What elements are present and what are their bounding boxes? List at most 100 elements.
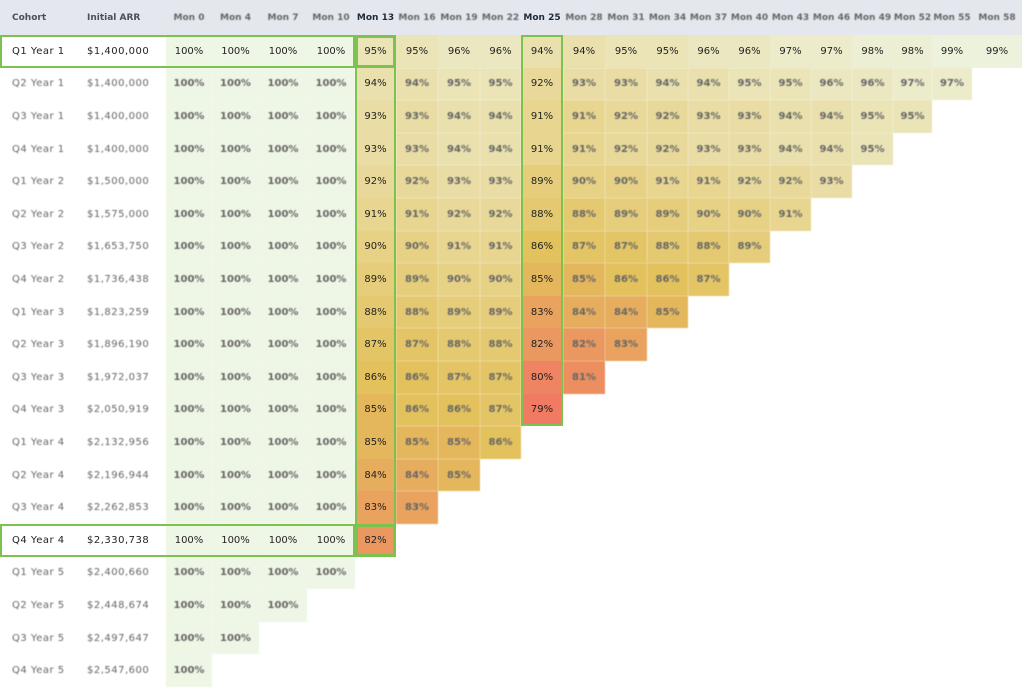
heatmap-cell: 86% [521,230,563,264]
initial-arr-value: $2,497,647 [87,632,150,644]
heatmap-cell: 97% [770,35,811,68]
heatmap-cell: 94% [438,132,480,166]
heatmap-cell: 92% [647,132,688,166]
heatmap-cell: 94% [811,100,852,133]
initial-arr-value: $1,972,037 [87,371,150,383]
heatmap-cell: 100% [259,491,307,524]
heatmap-cell: 91% [521,132,563,166]
cohort-label: Q4 Year 5 [12,665,65,677]
heatmap-cell: 100% [166,165,212,198]
heatmap-cell: 94% [688,67,729,101]
heatmap-cell: 85% [438,458,480,492]
heatmap-cell: 91% [563,132,605,166]
initial-arr-value: $1,896,190 [87,339,150,351]
heatmap-cell: 100% [307,198,355,231]
heatmap-cell: 100% [259,100,307,133]
heatmap-cell: 91% [521,100,563,133]
heatmap-cell: 84% [605,295,647,329]
heatmap-cell: 100% [259,263,307,296]
heatmap-cell: 93% [688,100,729,133]
heatmap-cell: 98% [852,35,893,68]
heatmap-cell: 94% [480,100,521,133]
heatmap-cell: 95% [729,67,770,101]
heatmap-cell: 96% [438,35,480,68]
heatmap-cell: 94% [480,132,521,166]
heatmap-cell: 100% [212,132,259,166]
heatmap-cell: 100% [212,524,259,557]
heatmap-cell: 95% [438,67,480,101]
heatmap-cell: 89% [729,230,770,264]
heatmap-cell: 100% [212,263,259,296]
heatmap-cell: 100% [307,491,355,524]
header-cohort: Cohort [12,12,47,23]
heatmap-cell: 100% [259,524,307,557]
heatmap-cell: 85% [563,263,605,296]
heatmap-cell: 100% [166,393,212,427]
heatmap-cell: 82% [355,524,396,557]
heatmap-cell: 92% [521,67,563,101]
heatmap-cell: 100% [212,393,259,427]
heatmap-cell: 87% [438,361,480,394]
heatmap-cell: 95% [355,35,396,68]
heatmap-cell: 90% [729,198,770,231]
heatmap-cell: 100% [307,100,355,133]
heatmap-cell: 94% [811,132,852,166]
heatmap-cell: 100% [307,230,355,264]
heatmap-cell: 100% [166,35,212,68]
heatmap-cell: 93% [811,165,852,198]
heatmap-cell: 100% [212,198,259,231]
heatmap-cell: 100% [307,524,355,557]
heatmap-cell: 85% [396,426,438,459]
heatmap-cell: 94% [770,132,811,166]
heatmap-cell: 93% [396,132,438,166]
heatmap-cell: 86% [396,361,438,394]
initial-arr-value: $2,330,738 [87,534,150,546]
heatmap-cell: 93% [729,132,770,166]
heatmap-cell: 93% [563,67,605,101]
heatmap-cell: 91% [770,198,811,231]
heatmap-cell: 83% [396,491,438,524]
heatmap-cell: 95% [852,132,893,166]
heatmap-cell: 100% [166,132,212,166]
heatmap-cell: 91% [688,165,729,198]
heatmap-cell: 90% [355,230,396,264]
heatmap-cell: 100% [166,100,212,133]
heatmap-cell: 84% [396,458,438,492]
heatmap-cell: 92% [770,165,811,198]
heatmap-cell: 100% [307,132,355,166]
heatmap-cell: 86% [647,263,688,296]
heatmap-cell: 88% [563,198,605,231]
heatmap-cell: 87% [688,263,729,296]
heatmap-cell: 93% [480,165,521,198]
heatmap-cell: 90% [438,263,480,296]
heatmap-cell: 96% [729,35,770,68]
heatmap-cell: 100% [212,426,259,459]
heatmap-cell: 87% [605,230,647,264]
heatmap-cell: 95% [480,67,521,101]
initial-arr-value: $1,400,000 [87,110,150,122]
header-mon-28: Mon 28 [565,12,603,23]
heatmap-cell: 93% [438,165,480,198]
heatmap-cell: 92% [605,100,647,133]
heatmap-cell: 92% [480,198,521,231]
header-mon-40: Mon 40 [730,12,769,23]
initial-arr-value: $1,653,750 [87,241,150,253]
heatmap-cell: 92% [396,165,438,198]
heatmap-cell: 94% [770,100,811,133]
header-mon-31: Mon 31 [607,12,645,23]
heatmap-cell: 100% [259,230,307,264]
heatmap-cell: 84% [563,295,605,329]
heatmap-cell: 86% [355,361,396,394]
initial-arr-value: $2,400,660 [87,567,150,579]
header-row [0,0,1022,35]
cohort-label: Q2 Year 5 [12,599,65,611]
heatmap-cell: 100% [212,230,259,264]
initial-arr-value: $2,547,600 [87,665,150,677]
header-mon-22: Mon 22 [481,12,520,23]
heatmap-cell: 100% [259,589,307,622]
header-mon-16: Mon 16 [398,12,436,23]
heatmap-cell: 88% [480,328,521,361]
heatmap-cell: 95% [852,100,893,133]
cohort-label: Q3 Year 1 [12,110,65,122]
